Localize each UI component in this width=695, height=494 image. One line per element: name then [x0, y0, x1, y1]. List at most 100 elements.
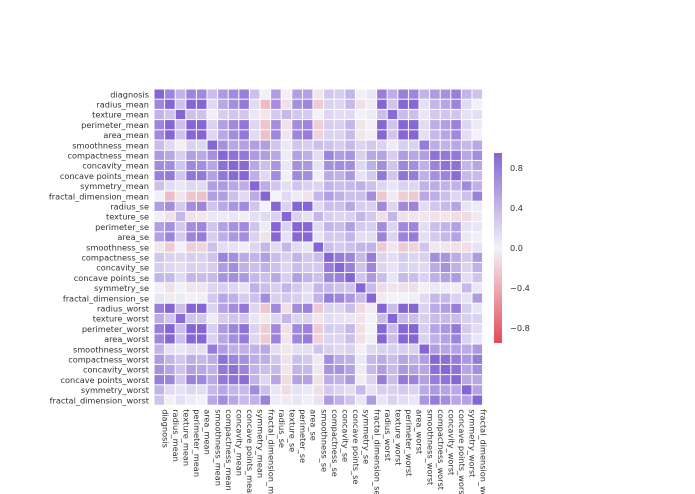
heatmap-cell: [334, 160, 345, 171]
heatmap-cell: [302, 375, 313, 385]
heatmap-cell: [260, 150, 271, 160]
heatmap-cell: [165, 211, 175, 222]
heatmap-cell: [228, 375, 239, 385]
heatmap-cell: [440, 313, 451, 324]
heatmap-cell: [440, 324, 451, 334]
heatmap-cell: [461, 354, 472, 364]
heatmap-cell: [165, 89, 175, 99]
heatmap-cell: [292, 242, 302, 252]
y-tick-label: compactness_mean: [68, 151, 149, 161]
heatmap-cell: [175, 354, 186, 364]
heatmap-cell: [292, 313, 302, 324]
heatmap-cell: [334, 354, 345, 364]
heatmap-cell: [377, 211, 387, 222]
heatmap-cell: [196, 293, 207, 303]
heatmap-cell: [366, 120, 377, 130]
heatmap-cell: [207, 252, 218, 262]
heatmap-cell: [324, 232, 334, 242]
heatmap-cell: [281, 109, 292, 120]
heatmap-cell: [165, 334, 175, 344]
heatmap-cell: [398, 89, 408, 99]
heatmap-cell: [228, 211, 239, 222]
heatmap-cell: [281, 99, 292, 109]
heatmap-cell: [302, 364, 313, 375]
y-tick-label: fractal_dimension_worst: [50, 395, 150, 405]
heatmap-cell: [154, 242, 165, 252]
x-tick-label: concavity_mean: [235, 409, 245, 476]
heatmap-cell: [165, 303, 175, 313]
heatmap-cell: [461, 201, 472, 211]
heatmap-cell: [281, 242, 292, 252]
heatmap-cell: [207, 109, 218, 120]
heatmap-cell: [324, 171, 334, 181]
heatmap-cell: [186, 344, 196, 354]
heatmap-cell: [165, 324, 175, 334]
heatmap-cell: [440, 283, 451, 293]
heatmap-cell: [292, 364, 302, 375]
heatmap-cell: [271, 395, 281, 405]
heatmap-cell: [302, 324, 313, 334]
heatmap-cell: [366, 211, 377, 222]
heatmap-cell: [355, 252, 366, 262]
heatmap-cell: [461, 334, 472, 344]
heatmap-cell: [239, 324, 249, 334]
heatmap-cell: [366, 140, 377, 150]
x-tick-label: compactness_mean: [224, 409, 234, 490]
heatmap-cell: [472, 191, 483, 201]
heatmap-cell: [472, 344, 483, 354]
heatmap-cell: [387, 303, 398, 313]
heatmap-cell: [154, 222, 165, 232]
heatmap-cell: [313, 313, 324, 324]
heatmap-cell: [207, 171, 218, 181]
heatmap-cell: [419, 232, 430, 242]
heatmap-cell: [398, 140, 408, 150]
heatmap-cell: [313, 222, 324, 232]
heatmap-cell: [430, 150, 440, 160]
heatmap-cell: [218, 191, 228, 201]
heatmap-cell: [175, 324, 186, 334]
heatmap-cell: [281, 130, 292, 140]
heatmap-cell: [324, 242, 334, 252]
heatmap-cell: [154, 232, 165, 242]
y-tick-label: smoothness_worst: [73, 344, 150, 354]
heatmap-cell: [260, 140, 271, 150]
heatmap-cell: [419, 120, 430, 130]
heatmap-cell: [292, 150, 302, 160]
heatmap-cell: [334, 232, 345, 242]
heatmap-cell: [430, 130, 440, 140]
heatmap-cell: [430, 109, 440, 120]
heatmap-cell: [218, 313, 228, 324]
heatmap-cell: [430, 344, 440, 354]
heatmap-cell: [186, 283, 196, 293]
heatmap-cell: [239, 364, 249, 375]
heatmap-cell: [154, 375, 165, 385]
heatmap-cell: [313, 109, 324, 120]
heatmap-cell: [334, 89, 345, 99]
heatmap-cell: [249, 313, 260, 324]
heatmap-cell: [461, 344, 472, 354]
heatmap-cell: [355, 364, 366, 375]
heatmap-cell: [165, 99, 175, 109]
heatmap-cell: [377, 303, 387, 313]
heatmap-cell: [461, 293, 472, 303]
heatmap-cell: [239, 252, 249, 262]
heatmap-cell: [186, 120, 196, 130]
heatmap-cell: [355, 313, 366, 324]
heatmap-cell: [398, 395, 408, 405]
heatmap-cell: [451, 99, 461, 109]
heatmap-cell: [387, 273, 398, 283]
heatmap-cell: [281, 150, 292, 160]
heatmap-cell: [355, 354, 366, 364]
heatmap-cell: [408, 140, 419, 150]
heatmap-cell: [186, 385, 196, 395]
heatmap-cell: [175, 150, 186, 160]
heatmap-cell: [419, 395, 430, 405]
heatmap-cell: [324, 201, 334, 211]
heatmap-cell: [249, 181, 260, 191]
heatmap-cell: [430, 334, 440, 344]
heatmap-cell: [271, 140, 281, 150]
heatmap-cell: [302, 211, 313, 222]
heatmap-cell: [345, 283, 355, 293]
heatmap-cell: [461, 313, 472, 324]
heatmap-cell: [313, 171, 324, 181]
